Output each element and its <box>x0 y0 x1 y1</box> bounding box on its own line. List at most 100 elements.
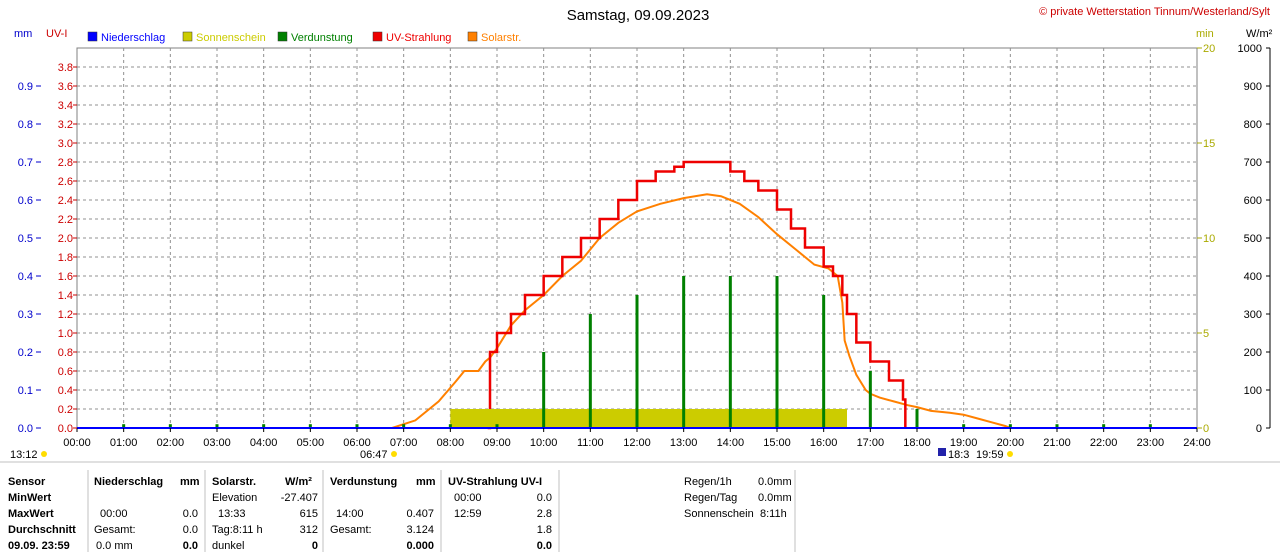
x-tick-label: 00:00 <box>63 437 91 449</box>
legend-swatch <box>182 31 193 42</box>
x-tick-label: 09:00 <box>483 437 511 449</box>
uvi-tick-label: 3.8 <box>58 62 73 74</box>
x-tick-label: 03:00 <box>203 437 231 449</box>
chart-title: Samstag, 09.09.2023 <box>567 7 710 24</box>
solar-now-label: dunkel <box>212 540 245 552</box>
legend-label: Solarstr. <box>481 32 521 44</box>
uv-now-value: 0.0 <box>536 540 552 552</box>
mm-tick-label: 0.8 <box>18 119 33 131</box>
moon-left-time: 13:12 <box>10 449 38 461</box>
legend-swatch <box>87 31 98 42</box>
mm-tick-label: 0.4 <box>18 271 33 283</box>
sunshine-value: 8:11h <box>760 508 787 520</box>
mm-tick-label: 0.7 <box>18 157 33 169</box>
uvi-tick-label: 0.6 <box>58 366 73 378</box>
legend-swatch <box>277 31 288 42</box>
x-tick-label: 18:00 <box>903 437 931 449</box>
x-tick-label: 06:00 <box>343 437 371 449</box>
unit-uvi: UV-I <box>46 28 67 40</box>
uv-line <box>487 160 907 430</box>
mm-tick-label: 0.3 <box>18 309 33 321</box>
evaporation-bar <box>122 424 126 428</box>
evaporation-bar <box>542 352 546 428</box>
evaporation-bar <box>215 424 219 428</box>
uvi-tick-label: 0.0 <box>58 423 73 435</box>
moon-icon <box>41 451 47 457</box>
x-tick-label: 02:00 <box>157 437 185 449</box>
x-tick-label: 10:00 <box>530 437 558 449</box>
rain-day-label: Regen/Tag <box>684 492 738 504</box>
wm2-tick-label: 500 <box>1244 233 1262 245</box>
x-tick-label: 05:00 <box>297 437 325 449</box>
niederschlag-max-value: 0.0 <box>182 508 198 520</box>
min-tick-label: 5 <box>1203 328 1209 340</box>
x-tick-label: 01:00 <box>110 437 138 449</box>
verdunstung-max-value: 0.407 <box>406 508 434 520</box>
solar-max-value: 615 <box>299 508 318 520</box>
legend-swatch <box>372 31 383 42</box>
niederschlag-unit: mm <box>180 476 200 488</box>
unit-min: min <box>1196 28 1214 40</box>
solar-unit: W/m² <box>285 476 312 488</box>
uv-min-value: 0.0 <box>536 492 552 504</box>
verdunstung-avg-label: Gesamt: <box>330 524 372 536</box>
evaporation-bar <box>868 371 872 428</box>
evaporation-bar <box>402 424 406 428</box>
solar-max-time: 13:33 <box>218 508 246 520</box>
wm2-tick-label: 100 <box>1244 385 1262 397</box>
evaporation-bar <box>915 409 919 428</box>
uv-max-value: 2.8 <box>536 508 552 520</box>
niederschlag-now-value: 0.0 <box>182 540 198 552</box>
evaporation-bar <box>1055 424 1059 428</box>
x-tick-label: 20:00 <box>997 437 1025 449</box>
uvi-tick-label: 2.8 <box>58 157 73 169</box>
evaporation-bar <box>822 295 826 428</box>
uv-avg-value: 1.8 <box>536 524 552 536</box>
x-tick-label: 21:00 <box>1043 437 1071 449</box>
uv-header: UV-Strahlung UV-I <box>448 476 543 488</box>
uvi-tick-label: 0.2 <box>58 404 73 416</box>
x-tick-label: 08:00 <box>437 437 465 449</box>
sunshine-label: Sonnenschein <box>684 508 754 520</box>
niederschlag-avg-value: 0.0 <box>182 524 198 536</box>
sensor-row-max: MaxWert <box>8 508 54 520</box>
sensor-row-avg: Durchschnitt <box>8 524 76 536</box>
niederschlag-header: Niederschlag <box>94 476 164 488</box>
x-tick-label: 23:00 <box>1137 437 1165 449</box>
x-tick-label: 07:00 <box>390 437 418 449</box>
evaporation-bar <box>728 276 732 428</box>
solar-avg-label: Tag:8:11 h <box>212 524 263 536</box>
verdunstung-now-value: 0.000 <box>406 540 434 552</box>
uvi-tick-label: 3.4 <box>58 100 73 112</box>
verdunstung-unit: mm <box>416 476 436 488</box>
niederschlag-max-time: 00:00 <box>100 508 128 520</box>
evaporation-bar <box>448 424 452 428</box>
wm2-tick-label: 0 <box>1256 423 1262 435</box>
uv-max-time: 12:59 <box>454 508 482 520</box>
x-tick-label: 24:00 <box>1183 437 1211 449</box>
uvi-tick-label: 1.4 <box>58 290 73 302</box>
uvi-tick-label: 2.2 <box>58 214 73 226</box>
x-tick-label: 13:00 <box>670 437 698 449</box>
evaporation-bar <box>962 424 966 428</box>
wm2-tick-label: 900 <box>1244 81 1262 93</box>
moonset-time: 18:3 <box>948 449 969 461</box>
verdunstung-avg-value: 3.124 <box>406 524 434 536</box>
sensor-header: Sensor <box>8 476 46 488</box>
uvi-tick-label: 3.6 <box>58 81 73 93</box>
uvi-tick-label: 3.0 <box>58 138 73 150</box>
legend-label: Niederschlag <box>101 32 165 44</box>
solar-now-value: 0 <box>311 540 318 552</box>
niederschlag-now-label: 0.0 mm <box>96 540 133 552</box>
sensor-row-now: 09.09. 23:59 <box>8 540 70 552</box>
moonset-icon <box>938 448 946 456</box>
min-tick-label: 0 <box>1203 423 1209 435</box>
sunset-icon <box>1007 451 1013 457</box>
solar-min-value: -27.407 <box>280 492 318 504</box>
x-tick-label: 11:00 <box>577 437 604 449</box>
evaporation-bar <box>355 424 359 428</box>
x-tick-label: 19:00 <box>950 437 978 449</box>
uvi-tick-label: 2.0 <box>58 233 73 245</box>
x-tick-label: 14:00 <box>717 437 745 449</box>
evaporation-bar <box>775 276 779 428</box>
